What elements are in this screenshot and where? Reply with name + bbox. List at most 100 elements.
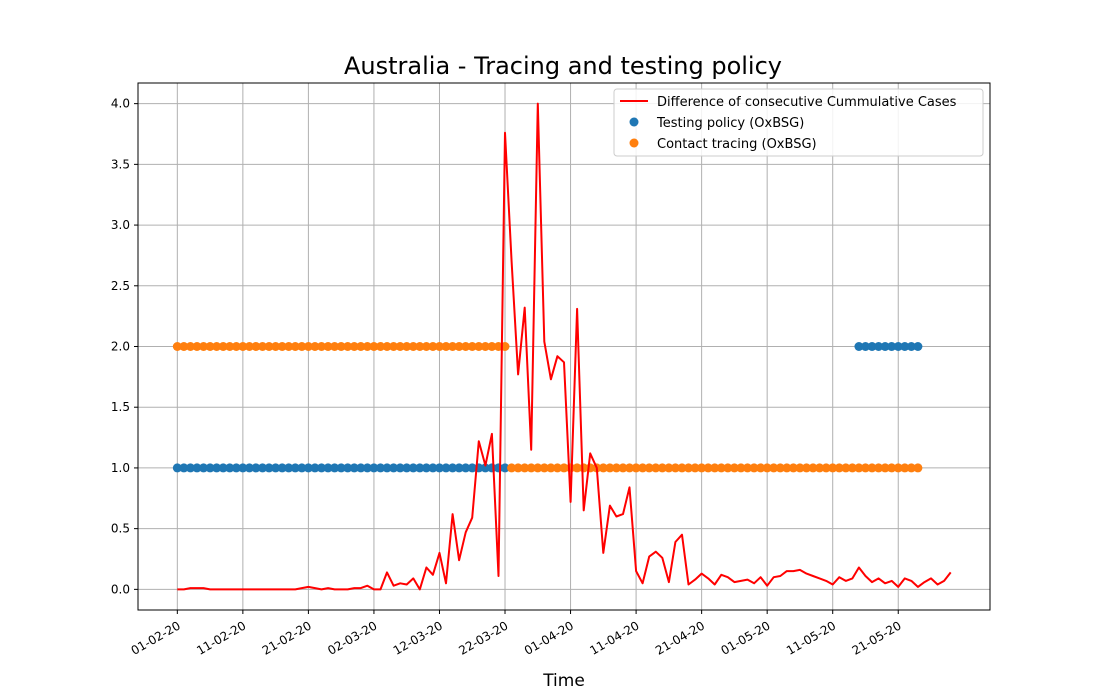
contact-tracing-point [605, 463, 615, 473]
contact-tracing-point [461, 342, 471, 351]
contact-tracing-point [474, 342, 484, 351]
y-tick-label: 0.5 [111, 522, 130, 536]
contact-tracing-point [290, 342, 300, 351]
testing-policy-point [172, 463, 182, 473]
contact-tracing-point [900, 463, 910, 473]
testing-policy-point [264, 463, 274, 473]
y-tick-label: 0.0 [111, 582, 130, 596]
testing-policy-point [854, 342, 864, 351]
testing-policy-point [303, 463, 313, 473]
testing-policy-point [225, 463, 235, 473]
contact-tracing-point [493, 342, 503, 351]
x-tick-label: 01-04-20 [522, 618, 576, 657]
contact-tracing-point [441, 342, 451, 351]
contact-tracing-point [231, 342, 241, 351]
contact-tracing-point [284, 342, 294, 351]
cases-difference-line [177, 102, 952, 591]
contact-tracing-point [743, 463, 753, 473]
testing-policy-point [277, 463, 287, 473]
contact-tracing-point [343, 342, 353, 351]
testing-policy-point [323, 463, 333, 473]
contact-tracing-point [559, 463, 569, 473]
contact-tracing-point [880, 463, 890, 473]
contact-tracing-point [677, 463, 687, 473]
testing-policy-point [421, 463, 431, 473]
testing-policy-point [860, 342, 870, 351]
contact-tracing-point [310, 342, 320, 351]
testing-policy-point [343, 463, 353, 473]
contact-tracing-point [277, 342, 287, 351]
testing-policy-point [356, 463, 366, 473]
contact-tracing-point [454, 342, 464, 351]
contact-tracing-point [507, 463, 517, 473]
x-axis-label: Time [542, 671, 585, 687]
x-tick-label: 11-05-20 [784, 618, 838, 657]
contact-tracing-point [225, 342, 235, 351]
testing-policy-point [290, 463, 300, 473]
contact-tracing-point [664, 463, 674, 473]
contact-tracing-point [513, 463, 523, 473]
contact-tracing-point [723, 463, 733, 473]
contact-tracing-point [716, 463, 726, 473]
y-tick-label: 1.0 [111, 461, 130, 475]
legend-entry-cases: Difference of consecutive Cummulative Ca… [657, 95, 957, 110]
testing-policy-point [434, 463, 444, 473]
testing-policy-point [310, 463, 320, 473]
y-tick-label: 1.5 [111, 400, 130, 414]
data-layer [172, 102, 952, 591]
contact-tracing-point [330, 342, 340, 351]
contact-tracing-point [297, 342, 307, 351]
contact-tracing-point [336, 342, 346, 351]
testing-policy-point [336, 463, 346, 473]
contact-tracing-point [808, 463, 818, 473]
x-tick-label: 22-03-20 [456, 618, 510, 657]
contact-tracing-point [434, 342, 444, 351]
contact-tracing-point [395, 342, 405, 351]
contact-tracing-point [448, 342, 458, 351]
testing-policy-point [192, 463, 202, 473]
contact-tracing-point [756, 463, 766, 473]
testing-policy-point [428, 463, 438, 473]
contact-tracing-point [520, 463, 530, 473]
contact-tracing-point [244, 342, 254, 351]
contact-tracing-point [480, 342, 490, 351]
testing-policy-point [179, 463, 189, 473]
x-tick-label: 12-03-20 [391, 618, 445, 657]
legend-entry-tracing: Contact tracing (OxBSG) [657, 137, 817, 152]
testing-policy-point [880, 342, 890, 351]
contact-tracing-point [369, 342, 379, 351]
contact-tracing-point [218, 342, 228, 351]
chart-title: Australia - Tracing and testing policy [344, 52, 782, 80]
contact-tracing-point [533, 463, 543, 473]
contact-tracing-point [893, 463, 903, 473]
legend-entry-testing: Testing policy (OxBSG) [656, 116, 804, 131]
x-tick-label: 11-04-20 [587, 618, 641, 657]
legend-dot-swatch [629, 138, 639, 148]
contact-tracing-point [834, 463, 844, 473]
contact-tracing-point [402, 342, 412, 351]
testing-policy-point [467, 463, 477, 473]
testing-policy-point [199, 463, 209, 473]
x-tick-label: 01-05-20 [718, 618, 772, 657]
testing-policy-point [395, 463, 405, 473]
testing-policy-point [238, 463, 248, 473]
contact-tracing-point [467, 342, 477, 351]
contact-tracing-point [539, 463, 549, 473]
contact-tracing-point [317, 342, 327, 351]
contact-tracing-point [828, 463, 838, 473]
contact-tracing-point [690, 463, 700, 473]
testing-policy-point [415, 463, 425, 473]
contact-tracing-point [415, 342, 425, 351]
contact-tracing-point [703, 463, 713, 473]
contact-tracing-point [801, 463, 811, 473]
testing-policy-point [448, 463, 458, 473]
contact-tracing-point [598, 463, 608, 473]
contact-tracing-point [271, 342, 281, 351]
testing-policy-point [297, 463, 307, 473]
y-tick-label: 3.0 [111, 218, 130, 232]
testing-policy-point [330, 463, 340, 473]
contact-tracing-point [428, 342, 438, 351]
testing-policy-point [218, 463, 228, 473]
contact-tracing-point [874, 463, 884, 473]
contact-tracing-point [795, 463, 805, 473]
